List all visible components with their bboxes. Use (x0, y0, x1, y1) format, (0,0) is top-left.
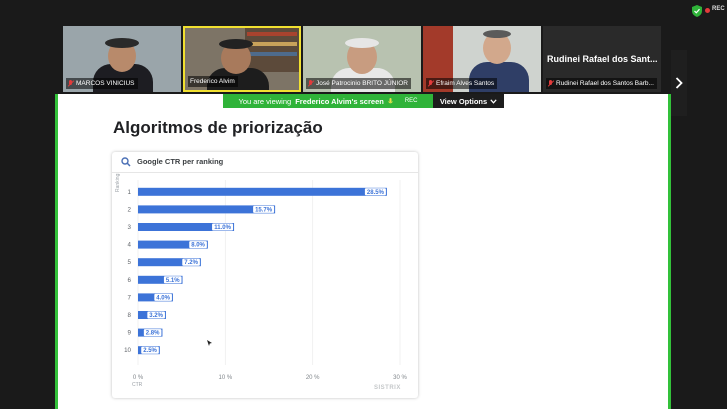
bar (138, 240, 208, 249)
participant-name: Rudinei Rafael dos Santos Barb... (546, 78, 657, 89)
bar-value-label: 3.2% (149, 313, 163, 319)
bar-value-label: 11.0% (214, 225, 231, 231)
x-axis-label: CTR (132, 382, 143, 388)
x-tick-label: 20 % (306, 375, 320, 381)
mic-icon (388, 97, 393, 103)
bar (138, 223, 235, 231)
bar (138, 275, 183, 284)
x-tick-label: 10 % (218, 375, 232, 381)
recording-dot-icon (705, 8, 710, 13)
recording-indicator: REC (404, 98, 418, 104)
participant-name: MARCOS VINICIUS (66, 78, 138, 89)
recording-label: REC (712, 6, 725, 12)
chart-card: Google CTR per ranking 0 % 10 % 20 % 30 % 1 2… (112, 152, 418, 398)
participant-display-name: Rudinei Rafael dos Sant... (547, 54, 658, 64)
y-tick-label: 7 (128, 294, 132, 301)
view-options-button[interactable]: View Options (433, 94, 504, 108)
screen-share-banner: You are viewing Frederico Alvim's screen… (223, 94, 504, 108)
viewing-message: You are viewing Frederico Alvim's screen… (223, 94, 433, 108)
sistrix-watermark: SISTRIX (374, 385, 401, 391)
bar-label-bg (147, 311, 165, 319)
y-tick-label: 8 (128, 312, 132, 319)
slide-title: Algoritmos de priorização (113, 118, 323, 137)
participant-strip: MARCOS VINICIUS Frederico Alvim José Pat… (0, 24, 727, 116)
y-tick-label: 6 (128, 277, 132, 284)
bar-label-bg (182, 258, 200, 266)
bar-value-label: 8.0% (191, 243, 205, 249)
mic-muted-icon (428, 80, 433, 87)
bar-label-bg (163, 276, 182, 284)
bar-label-bg (154, 293, 172, 301)
y-tick-label: 5 (128, 259, 132, 266)
chart-card-title: Google CTR per ranking (137, 157, 224, 166)
participant-name: Efraim Alves Santos (426, 78, 498, 89)
bar (138, 258, 201, 267)
x-tick-label: 0 % (133, 375, 144, 381)
bar-value-label: 4.0% (156, 295, 170, 301)
participant-name: Frederico Alvim (188, 76, 238, 87)
participant-name: José Patrocinio BRITO JÚNIOR (306, 78, 411, 89)
bar (138, 187, 387, 196)
ctr-bar-chart: 0 % 10 % 20 % 30 % 1 28.5% 2 15.7% 3 11.0% 4 8.0% 5 7… (124, 180, 407, 381)
bar-value-label: 2.5% (143, 348, 157, 354)
bar (138, 205, 276, 214)
bar-label-bg (189, 241, 207, 249)
y-tick-label: 1 (128, 189, 132, 196)
bar-value-label: 5.1% (166, 278, 180, 284)
participant-tile-active-speaker[interactable]: Frederico Alvim (183, 26, 301, 92)
participant-tile[interactable]: Efraim Alves Santos (423, 26, 541, 92)
chart-card-header: Google CTR per ranking (112, 152, 418, 173)
shield-icon[interactable] (692, 5, 702, 17)
participant-tile[interactable]: Rudinei Rafael dos Sant... Rudinei Rafae… (543, 26, 661, 92)
x-tick-label: 30 % (393, 375, 407, 381)
y-tick-label: 9 (128, 330, 132, 337)
y-tick-label: 10 (124, 347, 131, 354)
mouse-cursor-icon (207, 340, 212, 346)
mic-muted-icon (308, 80, 313, 87)
bar-value-label: 2.8% (146, 331, 160, 337)
chevron-down-icon (490, 98, 497, 104)
bar-label-bg (364, 188, 386, 196)
participant-tile[interactable]: MARCOS VINICIUS (63, 26, 181, 92)
mic-muted-icon (68, 80, 73, 87)
bar-value-label: 15.7% (255, 207, 273, 213)
search-icon (121, 157, 131, 167)
bar-label-bg (212, 223, 234, 231)
bar-value-label: 7.2% (184, 260, 198, 266)
meeting-top-bar: REC (0, 0, 727, 24)
participant-tile[interactable]: José Patrocinio BRITO JÚNIOR (303, 26, 421, 92)
bar-value-label: 28.5% (367, 190, 385, 196)
mic-muted-icon (548, 80, 553, 87)
y-tick-label: 3 (128, 224, 132, 231)
y-tick-label: 4 (128, 242, 132, 249)
bar-label-bg (143, 329, 162, 337)
bar-label-bg (141, 346, 159, 354)
y-axis-label: Ranking (115, 173, 121, 192)
chevron-right-icon[interactable] (671, 50, 687, 116)
y-tick-label: 2 (128, 206, 132, 213)
bar-label-bg (253, 205, 275, 213)
